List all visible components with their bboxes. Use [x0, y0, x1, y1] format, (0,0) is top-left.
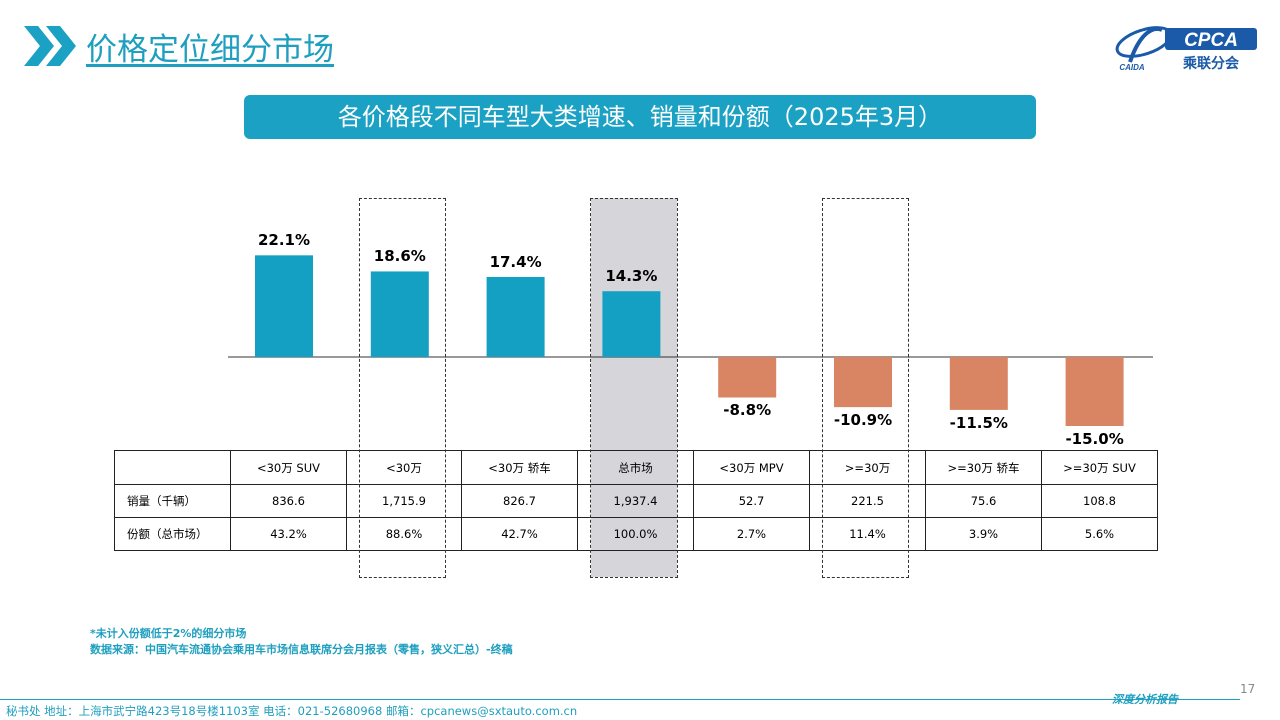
bar [602, 291, 661, 357]
cpca-logo: CPCA 乘联分会 CAIDA [1110, 22, 1260, 78]
logo-text: CPCA [1184, 30, 1238, 51]
data-table: <30万 SUV <30万 <30万 轿车 总市场 <30万 MPV >=30万… [114, 450, 1158, 551]
table-cell: 108.8 [1041, 484, 1158, 518]
footer-contact: 秘书处 地址：上海市武宁路423号18号楼1103室 电话：021-526809… [6, 704, 578, 718]
table-cell: 836.6 [230, 484, 347, 518]
table-cell: 221.5 [809, 484, 926, 518]
table-cell: 11.4% [809, 517, 926, 551]
footnote-share: *未计入份额低于2%的细分市场 [90, 627, 247, 640]
table-row-label: 份额（总市场） [114, 517, 231, 551]
bar [486, 276, 545, 357]
header-chevron-icon [24, 26, 76, 66]
bar-value-label: -10.9% [833, 411, 893, 430]
table-row-label: 销量（千辆） [114, 484, 231, 518]
table-header-cell: >=30万 SUV [1041, 450, 1158, 485]
bar [949, 357, 1008, 410]
bar [255, 255, 313, 357]
chart-banner-title: 各价格段不同车型大类增速、销量和份额（2025年3月） [244, 95, 1036, 139]
table-header-cell: <30万 MPV [693, 450, 810, 485]
table-cell: 75.6 [925, 484, 1042, 518]
bar [718, 357, 777, 398]
bar-value-label: 18.6% [373, 247, 426, 266]
bar [834, 357, 892, 408]
table-cell: 826.7 [461, 484, 578, 518]
logo-tag-text: CAIDA [1119, 63, 1145, 72]
bar-value-label: 17.4% [489, 252, 542, 271]
bar-value-label: -11.5% [949, 413, 1008, 432]
table-cell: 42.7% [461, 517, 578, 551]
footnote-source: 数据来源：中国汽车流通协会乘用车市场信息联席分会月报表（零售，狭义汇总）-终稿 [90, 643, 513, 656]
footer-divider [0, 699, 1240, 700]
table-cell: 2.7% [693, 517, 810, 551]
table-header-cell [114, 450, 231, 485]
table-header-cell: <30万 轿车 [461, 450, 578, 485]
bar [1065, 357, 1124, 426]
highlight-box-total-market [590, 198, 678, 578]
table-header-cell: <30万 SUV [230, 450, 347, 485]
highlight-box-under-30w [359, 198, 446, 578]
table-cell: 3.9% [925, 517, 1042, 551]
table-cell: 5.6% [1041, 517, 1158, 551]
cpca-logo-icon: CPCA 乘联分会 CAIDA [1115, 26, 1257, 72]
table-cell: 1,937.4 [577, 484, 694, 518]
bar-value-label: -8.8% [723, 401, 772, 420]
page-title: 价格定位细分市场 [86, 32, 334, 68]
table-header-row: <30万 SUV <30万 <30万 轿车 总市场 <30万 MPV >=30万… [114, 450, 1158, 485]
logo-cn-text: 乘联分会 [1182, 55, 1240, 72]
page-number: 17 [1240, 682, 1256, 696]
bar-value-label: 22.1% [257, 231, 311, 250]
bar [370, 271, 429, 357]
bar-value-label: -15.0% [1065, 430, 1124, 448]
table-header-cell: >=30万 轿车 [925, 450, 1042, 485]
bar-value-label: 14.3% [605, 267, 658, 286]
table-cell: 43.2% [230, 517, 347, 551]
table-cell: 88.6% [346, 517, 462, 551]
table-cell: 52.7 [693, 484, 810, 518]
table-row-share: 份额（总市场） 43.2% 88.6% 42.7% 100.0% 2.7% 11… [114, 517, 1158, 551]
table-cell: 1,715.9 [346, 484, 462, 518]
highlight-box-over-30w [822, 198, 909, 578]
